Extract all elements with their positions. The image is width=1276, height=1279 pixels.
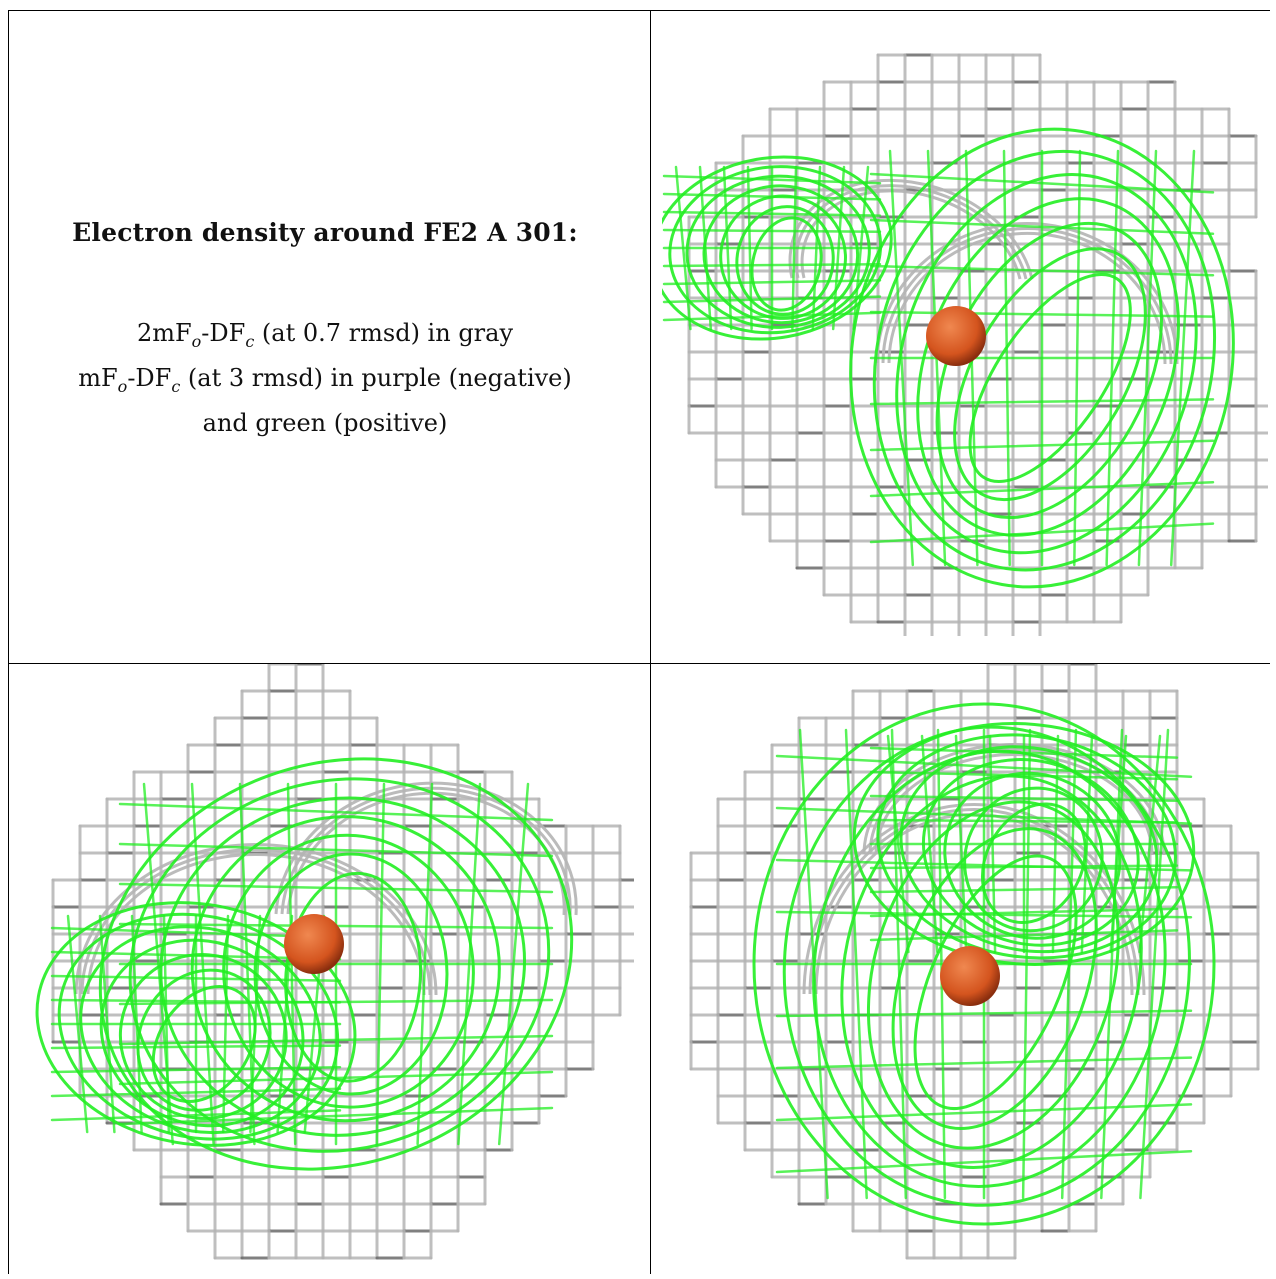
green-mesh bbox=[662, 127, 1235, 589]
border-middle bbox=[650, 10, 651, 1274]
green-mesh bbox=[752, 702, 1216, 1226]
gray-mesh bbox=[51, 664, 634, 1260]
density-view-bottom-left bbox=[26, 664, 634, 1272]
figure-title: Electron density around FE2 A 301: bbox=[72, 218, 578, 247]
legend-line-mfo: mFo-DFc (at 3 rmsd) in purple (negative) bbox=[78, 363, 572, 396]
border-left bbox=[8, 10, 9, 1274]
fe-atom bbox=[926, 306, 986, 366]
density-view-top-right bbox=[662, 28, 1268, 636]
density-mesh-bottom-right bbox=[689, 664, 1260, 1260]
legend-description: 2mFo-DFc (at 0.7 rmsd) in gray mFo-DFc (… bbox=[78, 315, 572, 441]
legend-line-green: and green (positive) bbox=[202, 408, 448, 437]
density-view-bottom-right bbox=[664, 664, 1270, 1272]
border-row-divider bbox=[8, 663, 1270, 664]
border-top bbox=[8, 10, 1270, 11]
density-mesh-bottom-left bbox=[35, 664, 634, 1260]
density-mesh-top-right bbox=[662, 53, 1268, 636]
fe-atom bbox=[940, 946, 1000, 1006]
fe-atom bbox=[284, 914, 344, 974]
legend-line-2mfo: 2mFo-DFc (at 0.7 rmsd) in gray bbox=[136, 319, 514, 351]
legend-cell: Electron density around FE2 A 301: 2mFo-… bbox=[10, 12, 640, 652]
